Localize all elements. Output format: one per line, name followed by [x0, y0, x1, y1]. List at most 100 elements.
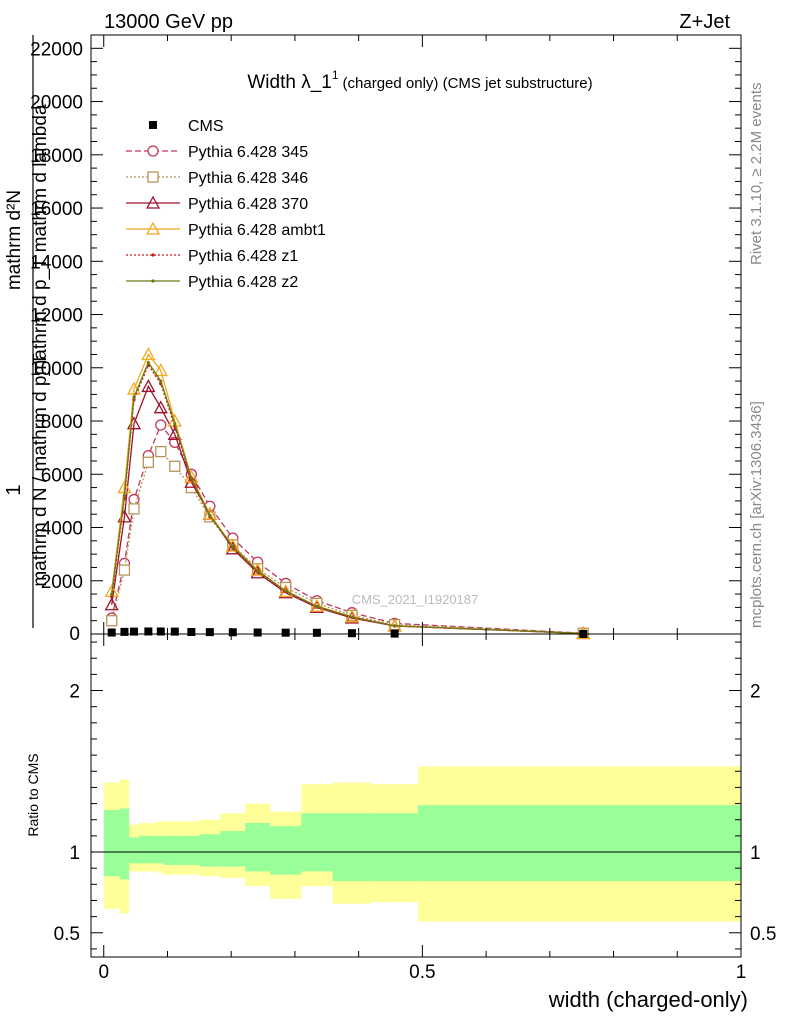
point-p346 [118, 564, 131, 576]
y-tick-label: 8000 [41, 412, 83, 433]
point-p370 [153, 400, 168, 414]
point-z2 [189, 476, 193, 480]
y-tick-label: 12000 [30, 306, 83, 327]
point-ambt1 [153, 363, 168, 377]
point-z2 [173, 422, 177, 426]
point-p370 [141, 379, 156, 393]
ylabel-frac-num: 1 [3, 484, 25, 495]
legend-marker [151, 253, 155, 257]
y-tick-label: 18000 [30, 146, 83, 167]
point-z2 [284, 589, 288, 593]
upper-series-layer [104, 347, 591, 640]
band-bin-band_inner [157, 835, 164, 864]
point-z2 [256, 569, 260, 573]
ylabel-upper: mathrm d²N [4, 190, 25, 290]
series-line-z2 [111, 361, 584, 635]
point-p346 [155, 445, 167, 458]
legend-marker [147, 171, 159, 183]
legend-label: Pythia 6.428 z1 [188, 248, 298, 265]
upper-ylabel: 1 mathrm d N / mathrm d p_T mathrm d²N m… [3, 35, 51, 628]
y-tick-label: 14000 [30, 252, 83, 273]
band-bin-band_inner [417, 805, 741, 882]
point-z2 [122, 493, 127, 498]
ratio-y-tick-label-right: 1 [750, 843, 761, 864]
legend-marker [149, 121, 157, 129]
upper-panel: CMS_2021_I1920187 2000400060008000100001… [3, 34, 742, 645]
ratio-bands [103, 766, 741, 922]
band-bin-band_inner [138, 835, 158, 864]
series-line-p370 [111, 384, 584, 635]
legend: CMS Pythia 6.428 345 Pythia 6.428 346 Pythi… [126, 118, 326, 291]
band-bin-band_inner [220, 831, 246, 867]
chart-title: Width λ_11 (charged only) (CMS jet substr… [247, 68, 592, 93]
band-bin-band_inner [332, 813, 372, 882]
legend-label: Pythia 6.428 345 [188, 144, 308, 161]
point-p346 [128, 503, 140, 515]
header-left: 13000 GeV pp [104, 11, 233, 33]
point-cms [347, 629, 356, 638]
band-bin-band_inner [129, 837, 139, 864]
point-z2 [110, 592, 114, 596]
point-cms [170, 627, 179, 636]
point-p346 [142, 456, 155, 468]
band-bin-band_inner [199, 834, 221, 867]
legend-entry-p346: Pythia 6.428 346 [126, 170, 308, 187]
legend-label: Pythia 6.428 ambt1 [188, 222, 326, 239]
point-ambt1 [141, 347, 156, 361]
ratio-y-tick-label-right: 0.5 [750, 924, 776, 945]
lower-axes: 0.5 0.51 12 20 0.5 1 [54, 634, 776, 983]
ylabel-frac-den: mathrm d N / mathrm d p_T [30, 353, 51, 587]
band-bin-band_inner [245, 822, 271, 872]
point-cms [130, 627, 139, 636]
x-tick-label: 1 [736, 962, 747, 983]
point-ambt1 [184, 469, 199, 483]
point-cms [156, 627, 165, 636]
lower-frame [90, 633, 742, 958]
legend-entry-cms: CMS [149, 118, 224, 135]
point-cms [312, 628, 321, 637]
legend-entry-ambt1: Pythia 6.428 ambt1 [126, 221, 326, 239]
legend-marker [145, 195, 161, 209]
legend-label: CMS [188, 118, 224, 135]
point-z2 [146, 360, 150, 365]
point-cms [228, 628, 237, 637]
band-bin-band_inner [270, 826, 302, 875]
point-cms [120, 627, 129, 636]
upper-axes: 2000 4000 6000 8000 10000 12000 14000 16000 1800… [30, 35, 742, 645]
point-ambt1 [278, 584, 293, 598]
point-z1 [110, 595, 114, 599]
rivet-version: Rivet 3.1.10, ≥ 2.2M events [748, 83, 765, 266]
y-tick-label-zero: 0 [69, 624, 80, 645]
y-tick-label: 2000 [41, 572, 83, 593]
band-bin-band_inner [163, 835, 184, 865]
series-line-p346 [111, 450, 584, 634]
chart-title-main: Width λ_1 [247, 72, 331, 93]
legend-label: Pythia 6.428 346 [188, 170, 308, 187]
ratio-ylabel: Ratio to CMS [25, 753, 41, 836]
legend-marker [147, 145, 159, 157]
point-z2 [231, 545, 235, 549]
series-z1 [110, 363, 585, 636]
y-tick-label: 6000 [41, 465, 83, 486]
point-z2 [315, 604, 319, 608]
point-p346 [106, 615, 118, 627]
ylabel-lower: mathrm d p_T mathrm d lambda [30, 104, 51, 375]
point-cms [187, 628, 196, 637]
point-cms [144, 627, 153, 636]
band-bin-band_inner [301, 813, 333, 872]
point-ambt1 [202, 506, 217, 520]
lower-panel: 0.5 0.51 12 20 0.5 1 Ratio to CMS width (char… [25, 633, 776, 1012]
ratio-y-tick-label: 2 [69, 682, 80, 703]
point-ambt1 [225, 538, 240, 552]
ratio-y-tick-label: 0.5 [54, 924, 80, 945]
series-p345 [106, 419, 589, 639]
mcplots-credit: mcplots.cern.ch [arXiv:1306.3436] [748, 401, 765, 628]
chart-title-sup: 1 [332, 68, 339, 82]
point-p346 [169, 460, 181, 472]
y-tick-label: 10000 [30, 359, 83, 380]
legend-label: Pythia 6.428 370 [188, 196, 308, 213]
chart-title-suffix: (charged only) (CMS jet substructure) [343, 75, 593, 92]
point-p370 [104, 597, 119, 611]
point-p345 [155, 419, 167, 431]
